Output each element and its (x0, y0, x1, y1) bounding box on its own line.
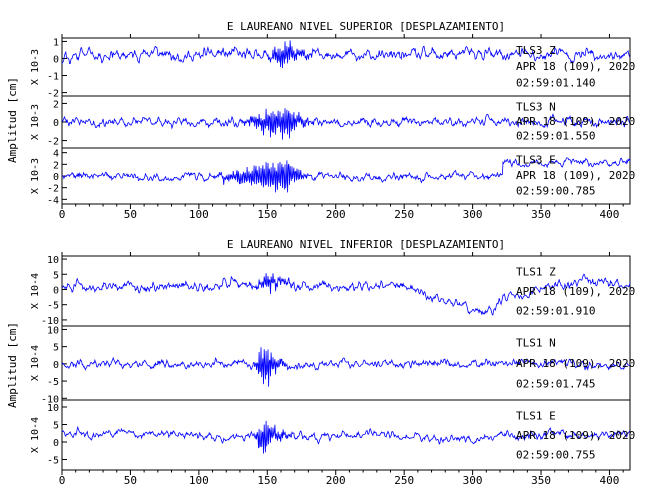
scale-multiplier: X 10-3 (30, 104, 41, 140)
y-tick-label: 2 (53, 99, 59, 110)
x-tick-label: 350 (531, 208, 551, 221)
scale-multiplier: X 10-4 (30, 345, 41, 381)
x-tick-label: 150 (257, 208, 277, 221)
trace-tls3-n (61, 108, 631, 140)
time-label: 02:59:01.140 (516, 76, 595, 89)
x-tick-label: 400 (600, 208, 620, 221)
x-tick-label: 300 (463, 208, 483, 221)
y-tick-label: -2 (47, 184, 59, 195)
x-tick-label: 0 (59, 474, 66, 487)
trace-tls3-z (61, 40, 631, 69)
chart-title: E LAUREANO NIVEL SUPERIOR [DESPLAZAMIENT… (227, 20, 505, 33)
x-tick-label: 200 (326, 208, 346, 221)
date-label: APR 18 (109), 2020 (516, 115, 635, 128)
scale-multiplier: X 10-4 (30, 273, 41, 309)
plot-frame (61, 255, 631, 471)
y-tick-label: -2 (47, 137, 59, 148)
y-tick-label: -2 (47, 89, 59, 100)
x-tick-label: 250 (394, 208, 414, 221)
date-label: APR 18 (109), 2020 (516, 429, 635, 442)
y-tick-label: 10 (47, 325, 59, 336)
station-label: TLS1 E (516, 409, 556, 422)
y-tick-label: 5 (53, 270, 59, 281)
station-label: TLS1 N (516, 337, 556, 350)
y-tick-label: 10 (47, 255, 59, 266)
trace-tls1-z (61, 273, 631, 316)
y-tick-label: 2 (53, 160, 59, 171)
x-tick-label: 50 (124, 474, 137, 487)
time-label: 02:59:01.745 (516, 378, 595, 391)
x-tick-label: 100 (189, 208, 209, 221)
trace-tls1-n (61, 347, 631, 387)
y-tick-label: -5 (47, 456, 59, 467)
y-tick-label: -10 (41, 316, 59, 327)
y-tick-label: 10 (47, 403, 59, 414)
x-tick-label: 150 (257, 474, 277, 487)
y-tick-label: -5 (47, 377, 59, 388)
plot-frame (61, 37, 631, 205)
y-tick-label: 1 (53, 37, 59, 48)
station-label: TLS3 E (516, 154, 556, 167)
y-tick-label: 4 (53, 149, 59, 160)
x-tick-label: 300 (463, 474, 483, 487)
y-tick-label: -1 (47, 72, 59, 83)
y-axis-label: Amplitud [cm] (6, 77, 19, 163)
y-tick-label: -5 (47, 301, 59, 312)
y-tick-label: 5 (53, 343, 59, 354)
y-tick-label: 0 (53, 360, 59, 371)
x-tick-label: 0 (59, 208, 66, 221)
y-tick-label: -10 (41, 394, 59, 405)
x-tick-label: 250 (394, 474, 414, 487)
scale-multiplier: X 10-3 (30, 49, 41, 85)
y-tick-label: 0 (53, 438, 59, 449)
y-tick-label: 0 (53, 172, 59, 183)
x-tick-label: 100 (189, 474, 209, 487)
date-label: APR 18 (109), 2020 (516, 285, 635, 298)
station-label: TLS1 Z (516, 265, 556, 278)
x-tick-label: 50 (124, 208, 137, 221)
time-label: 02:59:01.550 (516, 129, 595, 142)
trace-tls3-e (61, 157, 631, 193)
time-label: 02:59:00.785 (516, 185, 595, 198)
y-tick-label: 5 (53, 421, 59, 432)
station-label: TLS3 Z (516, 44, 556, 57)
date-label: APR 18 (109), 2020 (516, 60, 635, 73)
y-tick-label: 0 (53, 54, 59, 65)
date-label: APR 18 (109), 2020 (516, 169, 635, 182)
chart-title: E LAUREANO NIVEL INFERIOR [DESPLAZAMIENT… (227, 238, 505, 251)
time-label: 02:59:00.755 (516, 448, 595, 461)
y-tick-label: 0 (53, 118, 59, 129)
y-axis-label: Amplitud [cm] (6, 322, 19, 408)
x-tick-label: 350 (531, 474, 551, 487)
scale-multiplier: X 10-4 (30, 417, 41, 453)
trace-tls1-e (61, 420, 631, 454)
x-tick-label: 200 (326, 474, 346, 487)
x-tick-label: 400 (600, 474, 620, 487)
station-label: TLS3 N (516, 100, 556, 113)
date-label: APR 18 (109), 2020 (516, 357, 635, 370)
scale-multiplier: X 10-3 (30, 158, 41, 194)
y-tick-label: 0 (53, 285, 59, 296)
time-label: 02:59:01.910 (516, 304, 595, 317)
y-tick-label: -4 (47, 195, 59, 206)
